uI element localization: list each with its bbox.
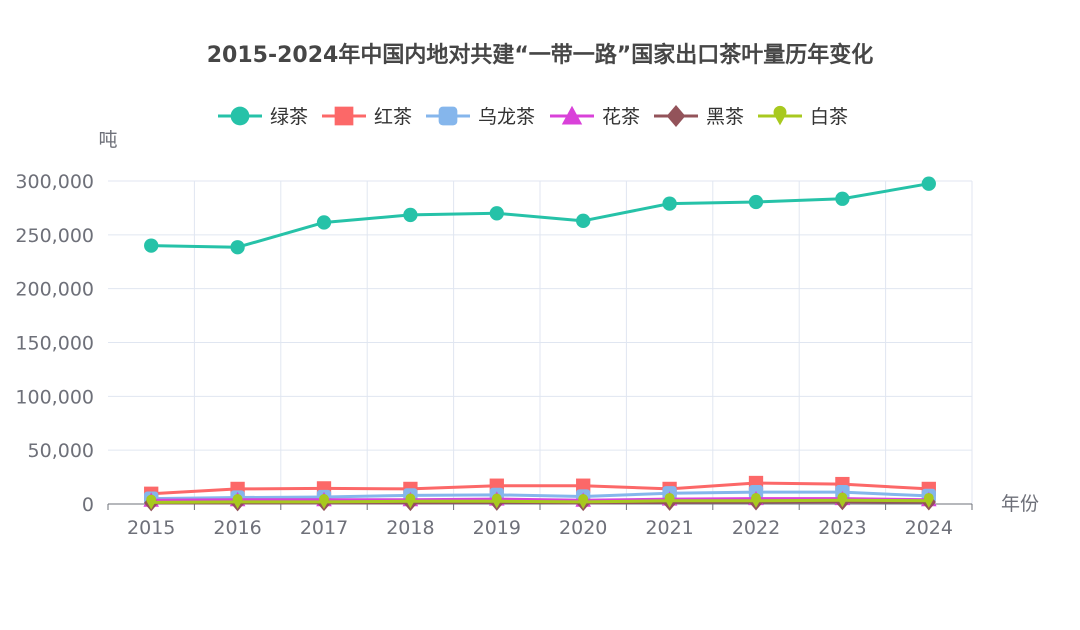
data-point: 绿茶 2024: 297500 — [921, 176, 936, 191]
y-tick-label: 200,000 — [15, 279, 94, 301]
chart-title: 2015-2024年中国内地对共建“一带一路”国家出口茶叶量历年变化 — [207, 42, 874, 68]
data-point: 绿茶 2021: 279000 — [662, 196, 677, 211]
data-point: 白茶 2020: 2000 — [578, 494, 589, 509]
data-point: 白茶 2015: 1500 — [146, 494, 157, 510]
data-point: 白茶 2024: 3000 — [923, 492, 934, 508]
legend-item-乌龙茶: 乌龙茶 — [426, 106, 535, 128]
legend-item-白茶: 白茶 — [758, 105, 848, 128]
y-axis-label: 吨 — [98, 129, 117, 151]
y-tick-label: 0 — [82, 494, 94, 516]
series-group: 绿茶 2015: 240000 绿茶 2016: 238500 绿茶 2017: 2… — [143, 176, 937, 512]
data-point: 绿茶 2018: 268500 — [403, 207, 418, 223]
data-point: 绿茶 2015: 240000 — [144, 238, 159, 253]
x-tick-label: 2020 — [559, 517, 607, 539]
legend-marker — [561, 105, 583, 125]
x-tick-label: 2021 — [645, 517, 693, 539]
data-point: 白茶 2019: 2500 — [491, 493, 502, 509]
grid — [108, 180, 973, 504]
legend-item-黑茶: 黑茶 — [654, 104, 744, 128]
axes: 0 50,000 100,000 150,000 200,000 250,000 300,0… — [15, 171, 973, 539]
data-point: 绿茶 2017: 261500 — [316, 215, 332, 230]
legend-label: 红茶 — [374, 106, 412, 128]
x-tick-label: 2017 — [300, 517, 348, 539]
series-line — [151, 481, 929, 496]
x-tick-label: 2019 — [473, 517, 521, 539]
data-point: 绿茶 2019: 270000 — [489, 206, 504, 221]
series-line — [151, 497, 929, 502]
y-tick-label: 300,000 — [15, 171, 94, 193]
data-point: 绿茶 2022: 280500 — [748, 194, 764, 210]
x-tick-label: 2024 — [905, 517, 953, 539]
x-axis-label: 年份 — [1001, 493, 1039, 515]
y-tick-label: 150,000 — [15, 333, 94, 355]
x-tick-label: 2023 — [818, 517, 866, 539]
legend-item-花茶: 花茶 — [550, 105, 640, 128]
legend: 绿茶 红茶 乌龙茶 花茶 黑茶 白茶 — [218, 104, 848, 128]
x-tick-label: 2018 — [386, 517, 434, 539]
legend-label: 花茶 — [602, 106, 640, 128]
legend-label: 黑茶 — [706, 106, 744, 128]
data-point: 白茶 2022: 3000 — [751, 492, 761, 508]
legend-label: 绿茶 — [270, 106, 308, 128]
legend-label: 白茶 — [810, 106, 848, 128]
y-tick-label: 50,000 — [28, 440, 94, 462]
legend-marker — [773, 105, 787, 126]
data-point: 绿茶 2016: 238500 — [230, 240, 245, 255]
x-tick-label: 2022 — [732, 517, 780, 539]
data-point: 白茶 2016: 2000 — [232, 494, 243, 509]
legend-label: 乌龙茶 — [478, 106, 535, 128]
x-tick-label: 2016 — [213, 517, 261, 539]
data-point: 绿茶 2023: 283500 — [835, 191, 850, 206]
legend-item-红茶: 红茶 — [322, 106, 412, 128]
data-point: 白茶 2018: 2500 — [405, 493, 416, 509]
legend-marker — [666, 104, 686, 128]
legend-item-绿茶: 绿茶 — [218, 106, 308, 128]
series-白茶: 白茶 2015: 1500 白茶 2016: 2000 白茶 2017: 2000 白… — [146, 492, 934, 510]
y-tick-label: 100,000 — [15, 386, 94, 408]
series-line — [151, 182, 930, 249]
series-line — [151, 490, 929, 501]
data-point: 红茶 2020: 17000 — [576, 478, 591, 493]
data-point: 白茶 2023: 3500 — [837, 492, 848, 508]
x-tick-label: 2015 — [127, 517, 175, 539]
series-绿茶: 绿茶 2015: 240000 绿茶 2016: 238500 绿茶 2017: 2… — [144, 176, 936, 255]
data-point: 白茶 2017: 2000 — [319, 494, 329, 509]
y-tick-label: 250,000 — [15, 225, 94, 247]
legend-marker — [438, 106, 458, 126]
data-point: 绿茶 2020: 263000 — [576, 213, 591, 228]
legend-marker — [334, 106, 354, 126]
series-line — [151, 498, 929, 504]
data-point: 白茶 2021: 3000 — [664, 492, 675, 508]
legend-marker — [230, 106, 250, 126]
